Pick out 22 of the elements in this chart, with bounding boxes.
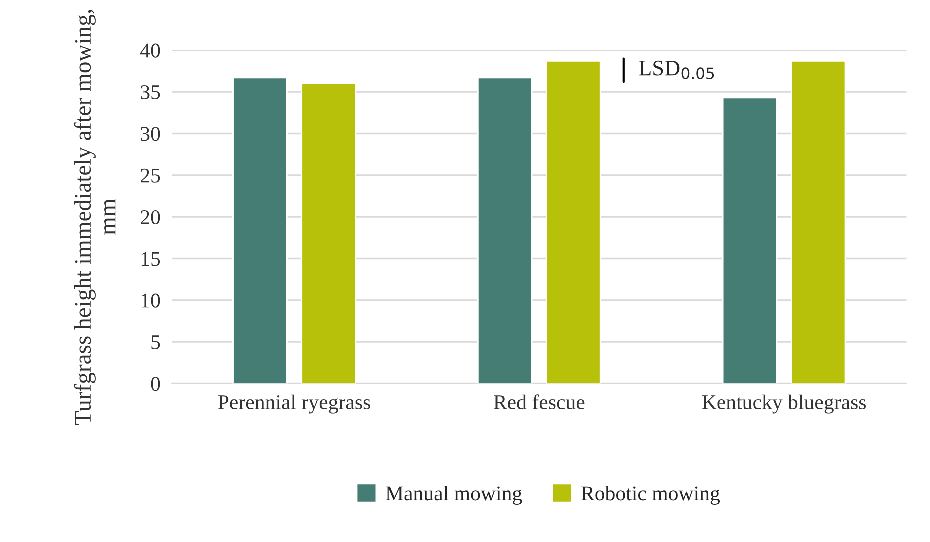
bar (477, 77, 533, 384)
y-tick-label: 40 (140, 44, 160, 58)
y-tick-label: 35 (141, 86, 160, 100)
x-tick-label: Perennial ryegrass (218, 394, 370, 414)
bar (790, 60, 846, 384)
y-tick-label: 0 (151, 377, 160, 392)
y-axis-title: Turfgrass height immediately after mowing, mm (74, 10, 116, 426)
bar (232, 77, 288, 384)
x-tick-label: Red fescue (494, 394, 585, 410)
y-tick-label: 20 (141, 210, 160, 225)
legend-label: Manual mowing (386, 486, 522, 505)
legend-label: Robotic mowing (582, 486, 720, 505)
y-tick-label: 15 (142, 252, 160, 266)
bar (301, 83, 356, 384)
y-tick-label: 25 (141, 168, 160, 183)
y-tick-label: 30 (141, 127, 160, 142)
annotation: LSD$_{0.05}$ (639, 60, 714, 80)
x-tick-label: Kentucky bluegrass (702, 394, 866, 414)
y-tick-label: 10 (142, 294, 160, 308)
bar (722, 97, 778, 384)
bar (546, 60, 602, 384)
y-tick-label: 5 (152, 336, 160, 350)
